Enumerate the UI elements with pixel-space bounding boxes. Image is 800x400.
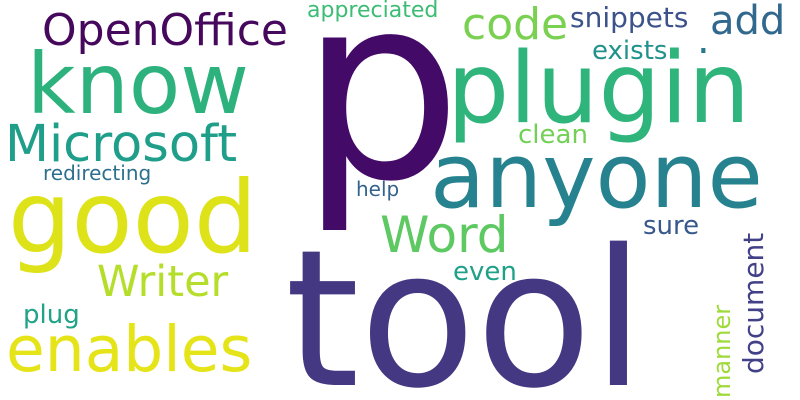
word-snippets: snippets: [570, 1, 689, 34]
word-know: know: [27, 35, 249, 133]
word-word: Word: [380, 206, 509, 264]
word-p: p: [300, 0, 462, 238]
word-document: document: [737, 232, 770, 374]
word-help: help: [356, 177, 400, 201]
word-even: even: [453, 257, 517, 287]
word-code: code: [462, 0, 569, 50]
word-openoffice: OpenOffice: [42, 5, 288, 56]
word-good: good: [8, 159, 258, 276]
word-redirecting: redirecting: [43, 161, 152, 185]
word-sure: sure: [643, 211, 700, 241]
word-appreciated: appreciated: [307, 0, 439, 23]
word-writer: Writer: [97, 257, 229, 307]
word-exists: exists: [592, 36, 668, 66]
word-anyone: anyone: [430, 124, 763, 229]
word-tool: tool: [285, 209, 645, 400]
word-manner: manner: [708, 304, 736, 398]
word-plug: plug: [23, 300, 80, 330]
word-clean: clean: [518, 120, 588, 150]
word-dot: .: [697, 17, 710, 63]
word-plugin: plugin: [447, 32, 751, 146]
word-microsoft: Microsoft: [5, 115, 238, 174]
word-enables: enables: [6, 313, 253, 386]
word-add: add: [710, 0, 786, 44]
